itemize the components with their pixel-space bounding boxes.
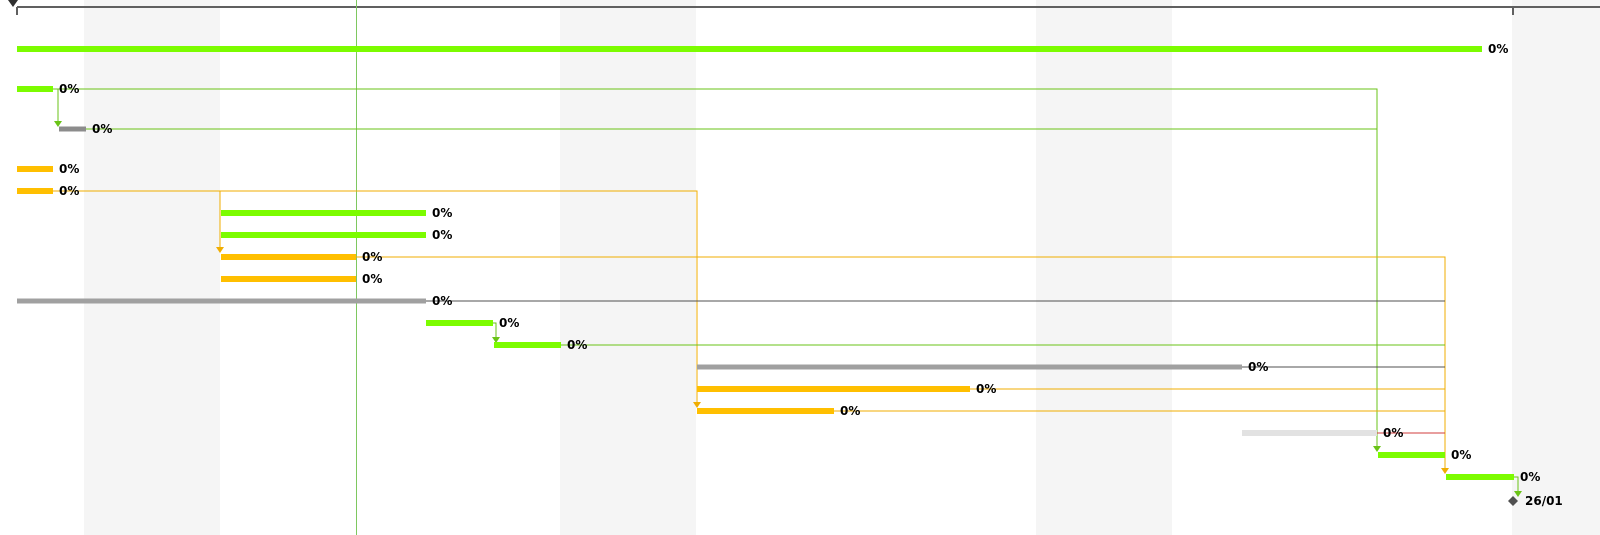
progress-label: 0% [1520, 470, 1540, 484]
progress-label: 0% [59, 162, 79, 176]
arrow-down-icon [1373, 446, 1381, 452]
timescale-marker-icon [8, 0, 18, 7]
progress-label: 0% [432, 206, 452, 220]
arrow-down-icon [1441, 468, 1449, 474]
arrow-down-icon [492, 337, 500, 343]
arrow-down-icon [693, 402, 701, 408]
progress-label: 0% [362, 250, 382, 264]
task-bar [494, 342, 561, 348]
progress-label: 0% [362, 272, 382, 286]
arrow-down-icon [54, 121, 62, 127]
task-bar [1378, 452, 1445, 458]
task-bar [17, 86, 53, 92]
weekend-column [1036, 0, 1172, 535]
progress-label: 0% [499, 316, 519, 330]
task-bar [17, 166, 53, 172]
task-bar [59, 126, 86, 132]
weekend-shading [8, 0, 1600, 535]
task-bar [426, 320, 493, 326]
progress-label: 0% [59, 82, 79, 96]
task-bar [1446, 474, 1514, 480]
progress-label: 0% [92, 122, 112, 136]
task-bar [697, 408, 834, 414]
task-bar [17, 298, 426, 304]
task-bar [221, 232, 426, 238]
progress-label: 0% [567, 338, 587, 352]
weekend-column [84, 0, 220, 535]
progress-label: 0% [1383, 426, 1403, 440]
dependency-link [1514, 476, 1519, 493]
task-bar [221, 254, 356, 260]
task-bar [221, 276, 356, 282]
dependency-link [356, 256, 1446, 470]
task-bar [697, 386, 970, 392]
arrow-down-icon [1514, 491, 1522, 497]
dependency-link [493, 322, 497, 338]
task-bar [1242, 430, 1377, 436]
task-bar [17, 46, 1482, 52]
diamond-icon [1508, 496, 1518, 506]
progress-label: 0% [840, 404, 860, 418]
weekend-column [560, 0, 696, 535]
progress-label: 0% [1488, 42, 1508, 56]
progress-label: 0% [432, 294, 452, 308]
progress-label: 0% [59, 184, 79, 198]
dependency-link [52, 190, 698, 404]
dependency-link [52, 88, 1378, 448]
arrow-down-icon [216, 247, 224, 253]
task-bars: 0% 0% 0% 0% 0% 0% 0% 0% 0% 0% 0% 0% 0% 0% 0% 0% 0% 0% 26/0… [17, 42, 1563, 508]
progress-label: 0% [976, 382, 996, 396]
milestone-label: 26/01 [1525, 494, 1563, 508]
task-bar [697, 364, 1242, 370]
progress-label: 0% [432, 228, 452, 242]
dependency-links [52, 88, 1522, 497]
task-bar [17, 188, 53, 194]
task-bar [221, 210, 426, 216]
progress-label: 0% [1451, 448, 1471, 462]
weekend-column [1512, 0, 1600, 535]
progress-label: 0% [1248, 360, 1268, 374]
